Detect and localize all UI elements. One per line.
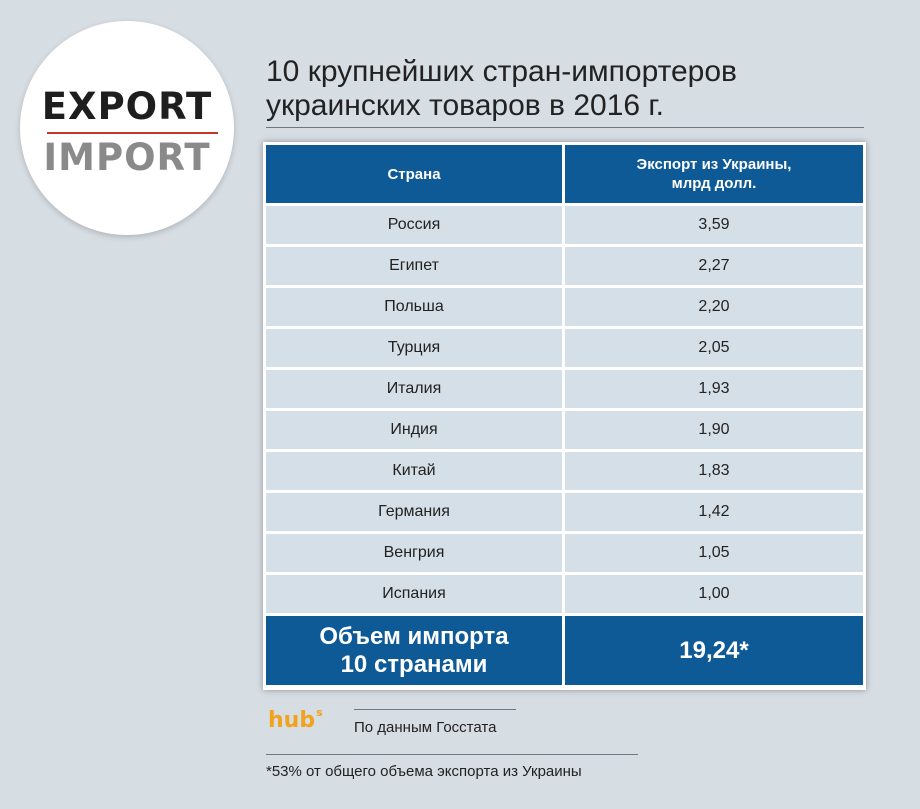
export-import-logo: EXPORT IMPORT [20, 21, 234, 235]
source-divider [354, 709, 516, 710]
table-row-country: Китай [266, 452, 562, 490]
export-table: Страна Экспорт из Украины, млрд долл. Росс… [263, 142, 866, 690]
table-row-value: 2,05 [565, 329, 863, 367]
table-row-country: Испания [266, 575, 562, 613]
table-row-country: Египет [266, 247, 562, 285]
table-row-value: 1,05 [565, 534, 863, 572]
header-export-value: Экспорт из Украины, млрд долл. [565, 145, 863, 203]
table-row-value: 1,42 [565, 493, 863, 531]
title-line-1: 10 крупнейших стран-импортеров [266, 55, 737, 88]
table-row-country: Индия [266, 411, 562, 449]
table-row-country: Италия [266, 370, 562, 408]
logo-export-text: EXPORT [41, 85, 213, 128]
table-row-value: 1,90 [565, 411, 863, 449]
table-row-country: Турция [266, 329, 562, 367]
page-title: 10 крупнейших стран-импортеров украински… [266, 55, 866, 123]
logo-divider [47, 132, 218, 134]
table-row-country: Венгрия [266, 534, 562, 572]
table-row-country: Германия [266, 493, 562, 531]
title-divider [266, 127, 864, 128]
total-label: Объем импорта 10 странами [266, 616, 562, 685]
total-value: 19,24* [565, 616, 863, 685]
table-row-value: 1,00 [565, 575, 863, 613]
table-row-value: 2,27 [565, 247, 863, 285]
table-row-value: 1,93 [565, 370, 863, 408]
hubs-logo: hubs [268, 706, 323, 733]
footnote-divider [266, 754, 638, 755]
logo-import-text: IMPORT [43, 136, 211, 179]
header-country: Страна [266, 145, 562, 203]
hubs-logo-text: hub [268, 708, 316, 733]
table-row-country: Россия [266, 206, 562, 244]
table-row-value: 2,20 [565, 288, 863, 326]
table-row-country: Польша [266, 288, 562, 326]
table-row-value: 1,83 [565, 452, 863, 490]
title-line-2: украинских товаров в 2016 г. [266, 89, 665, 122]
table-row-value: 3,59 [565, 206, 863, 244]
footnote: *53% от общего объема экспорта из Украин… [266, 763, 582, 780]
hubs-logo-sup: s [316, 706, 323, 719]
source-note: По данным Госстата [354, 719, 497, 736]
